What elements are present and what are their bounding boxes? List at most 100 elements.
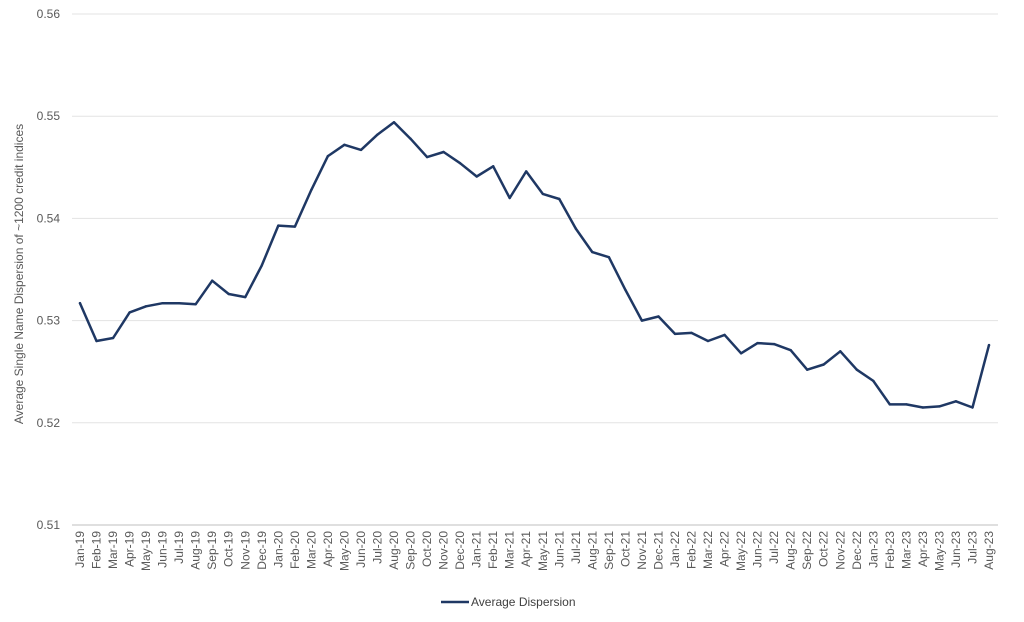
data-point[interactable]	[772, 342, 776, 346]
data-point[interactable]	[938, 405, 941, 408]
data-point[interactable]	[376, 133, 379, 136]
x-tick-label: May-23	[932, 531, 946, 571]
data-point[interactable]	[144, 305, 148, 308]
x-tick-label: Sep-21	[602, 531, 616, 570]
data-point[interactable]	[211, 279, 214, 282]
data-point[interactable]	[822, 363, 825, 366]
data-point[interactable]	[558, 197, 561, 201]
data-point[interactable]	[425, 155, 429, 159]
data-point[interactable]	[971, 406, 974, 409]
gridlines	[72, 13, 998, 526]
data-point[interactable]	[244, 295, 247, 299]
data-point[interactable]	[690, 331, 693, 335]
data-point[interactable]	[591, 250, 594, 254]
data-point[interactable]	[905, 403, 908, 406]
data-point[interactable]	[640, 319, 644, 322]
data-point[interactable]	[806, 368, 809, 371]
data-point[interactable]	[326, 154, 330, 158]
data-point[interactable]	[343, 143, 346, 146]
x-tick-label: Sep-20	[404, 531, 418, 570]
x-tick-label: Apr-19	[123, 531, 137, 567]
data-point[interactable]	[921, 406, 925, 409]
y-axis-title: Average Single Name Dispersion of ~1200 …	[12, 124, 26, 424]
legend[interactable]: Average Dispersion	[441, 595, 576, 609]
data-point[interactable]	[673, 332, 677, 336]
x-tick-label: Oct-20	[420, 531, 434, 567]
x-tick-label: Aug-20	[387, 531, 401, 570]
x-tick-label: Oct-21	[618, 531, 632, 567]
x-tick-label: Jan-21	[470, 531, 484, 568]
x-tick-label: May-19	[139, 531, 153, 571]
y-tick-label: 0.52	[37, 416, 61, 430]
x-tick-label: Nov-19	[238, 531, 252, 570]
x-tick-label: Apr-23	[916, 531, 930, 567]
data-point[interactable]	[95, 339, 98, 343]
x-tick-label: Apr-22	[718, 531, 732, 567]
data-point[interactable]	[706, 339, 710, 343]
data-point[interactable]	[260, 264, 263, 267]
x-tick-label: Dec-19	[255, 531, 269, 570]
data-point[interactable]	[475, 175, 478, 178]
data-point[interactable]	[293, 225, 297, 228]
data-point[interactable]	[607, 256, 611, 259]
data-point[interactable]	[541, 192, 544, 196]
series-layer	[78, 121, 991, 409]
data-point[interactable]	[723, 333, 726, 337]
y-tick-label: 0.56	[37, 7, 61, 21]
data-point[interactable]	[359, 148, 363, 152]
data-point[interactable]	[574, 227, 577, 230]
x-tick-label: Dec-21	[651, 531, 665, 570]
data-point[interactable]	[310, 188, 313, 191]
data-point[interactable]	[458, 162, 462, 165]
data-point[interactable]	[855, 368, 858, 371]
data-point[interactable]	[111, 336, 115, 340]
data-point[interactable]	[872, 379, 875, 383]
data-point[interactable]	[839, 350, 842, 353]
y-tick-label: 0.51	[37, 518, 61, 532]
x-tick-label: Mar-21	[503, 531, 517, 569]
data-point[interactable]	[657, 315, 660, 318]
data-point[interactable]	[888, 403, 891, 406]
data-point[interactable]	[178, 302, 181, 305]
data-point[interactable]	[78, 302, 82, 305]
data-point[interactable]	[987, 343, 991, 347]
y-axis-tick-labels: 0.51 0.52 0.53 0.54 0.55 0.56	[37, 7, 61, 532]
series-line-average-dispersion[interactable]	[78, 121, 991, 409]
x-tick-label: Jan-19	[73, 531, 87, 568]
data-point[interactable]	[194, 303, 197, 306]
x-tick-label: Jan-23	[866, 531, 880, 568]
data-point[interactable]	[739, 352, 743, 355]
x-tick-label: May-21	[536, 531, 550, 571]
data-point[interactable]	[525, 170, 528, 173]
x-tick-label: Feb-22	[685, 531, 699, 569]
x-tick-label: Sep-19	[205, 531, 219, 570]
data-point[interactable]	[756, 341, 759, 345]
data-point[interactable]	[227, 292, 230, 296]
x-tick-label: Jul-23	[965, 531, 979, 564]
x-tick-label: Feb-19	[90, 531, 104, 569]
data-point[interactable]	[624, 288, 627, 292]
legend-label-average-dispersion: Average Dispersion	[471, 595, 576, 609]
x-tick-label: Jul-20	[370, 531, 384, 564]
data-point[interactable]	[442, 150, 445, 154]
x-tick-label: Jun-20	[354, 531, 368, 568]
x-tick-label: May-20	[337, 531, 351, 571]
data-point[interactable]	[954, 400, 958, 403]
data-point[interactable]	[492, 165, 495, 168]
data-point[interactable]	[508, 196, 511, 200]
y-tick-label: 0.53	[37, 314, 61, 328]
data-point[interactable]	[789, 349, 792, 352]
data-point[interactable]	[161, 302, 164, 305]
x-tick-label: Jan-22	[668, 531, 682, 568]
x-tick-label: Jun-23	[949, 531, 963, 568]
data-point[interactable]	[128, 311, 131, 314]
x-tick-label: Nov-20	[437, 531, 451, 570]
x-tick-label: May-22	[734, 531, 748, 571]
x-tick-label: Nov-21	[635, 531, 649, 570]
data-point[interactable]	[392, 121, 396, 124]
data-point[interactable]	[409, 137, 412, 140]
data-point[interactable]	[277, 224, 280, 227]
x-tick-label: Nov-22	[833, 531, 847, 570]
